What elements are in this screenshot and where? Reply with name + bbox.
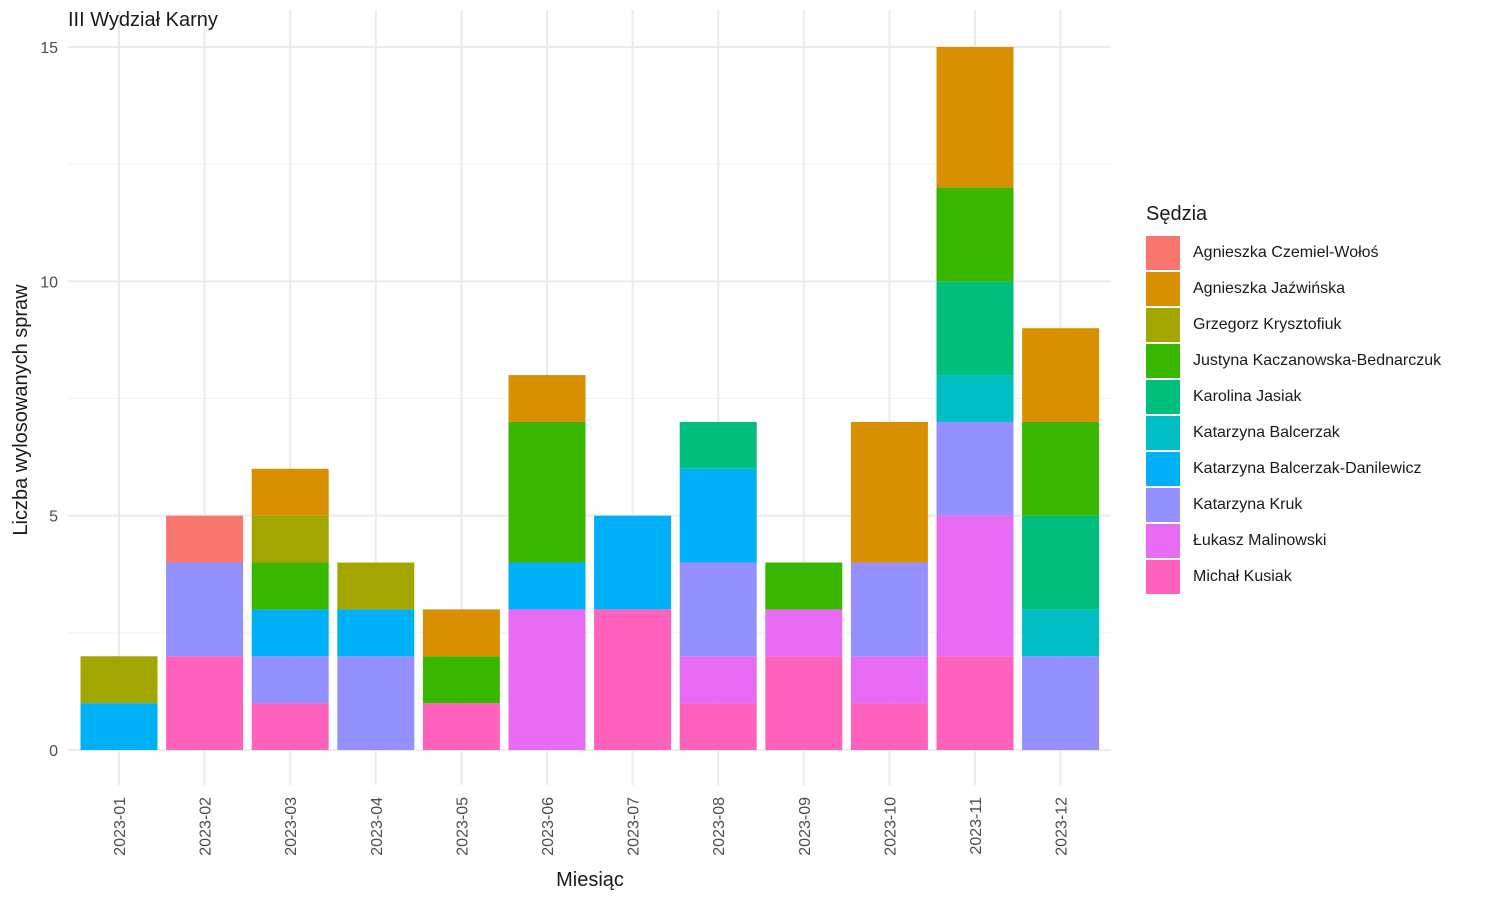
bar-segment: [765, 562, 843, 610]
bar-segment: [166, 562, 244, 657]
y-tick-label: 15: [40, 40, 58, 57]
legend-swatch: [1146, 272, 1180, 306]
legend-swatch: [1146, 416, 1180, 450]
y-tick-label: 0: [49, 743, 58, 760]
legend-label: Justyna Kaczanowska-Bednarczuk: [1193, 352, 1442, 369]
legend-label: Agnieszka Czemiel-Wołoś: [1193, 244, 1379, 261]
bar-segment: [679, 656, 757, 704]
bar-segment: [765, 609, 843, 657]
bar-segment: [850, 562, 928, 657]
legend-title: Sędzia: [1146, 203, 1208, 225]
bar-segment: [679, 468, 757, 563]
bar-segment: [508, 609, 586, 750]
axes: 0 5 10 15 2023-01 2023-02 2023-03 2023-04 2023-0…: [40, 40, 1070, 856]
bar-segment: [166, 515, 244, 563]
bars: [80, 47, 1100, 750]
bar-segment: [422, 656, 500, 704]
bar-segment: [80, 656, 158, 704]
legend-swatch: [1146, 308, 1180, 342]
legend-label: Katarzyna Balcerzak: [1193, 424, 1340, 441]
bar-segment: [850, 656, 928, 704]
x-tick-label: 2023-09: [797, 797, 814, 856]
legend-label: Agnieszka Jaźwińska: [1193, 280, 1346, 297]
legend-label: Michał Kusiak: [1193, 568, 1292, 585]
bar-segment: [508, 375, 586, 422]
x-tick-label: 2023-03: [283, 797, 300, 856]
x-tick-label: 2023-04: [369, 797, 386, 856]
bar-segment: [936, 281, 1014, 376]
bar-segment: [936, 515, 1014, 657]
x-tick-label: 2023-12: [1054, 797, 1071, 856]
bar-segment: [1022, 328, 1100, 422]
legend-swatch: [1146, 344, 1180, 378]
bar-segment: [80, 703, 158, 750]
legend-label: Łukasz Malinowski: [1193, 532, 1327, 549]
bar-segment: [337, 562, 415, 610]
x-tick-label: 2023-11: [968, 797, 985, 855]
chart-title: III Wydział Karny: [68, 9, 218, 31]
bar-segment: [1022, 515, 1100, 610]
legend-swatch: [1146, 380, 1180, 414]
legend-swatch: [1146, 488, 1180, 522]
bar-segment: [1022, 656, 1100, 750]
x-tick-label: 2023-06: [540, 797, 557, 856]
legend-label: Karolina Jasiak: [1193, 388, 1302, 405]
legend-swatch: [1146, 560, 1180, 594]
x-tick-label: 2023-08: [711, 797, 728, 856]
x-tick-label: 2023-01: [112, 797, 129, 856]
bar-segment: [936, 375, 1014, 422]
legend-label: Katarzyna Kruk: [1193, 496, 1303, 513]
bar-segment: [1022, 609, 1100, 657]
bar-segment: [251, 656, 329, 704]
bar-segment: [422, 609, 500, 657]
legend-swatch: [1146, 452, 1180, 486]
y-tick-label: 5: [49, 509, 58, 526]
y-tick-label: 10: [40, 274, 58, 291]
bar-segment: [765, 656, 843, 750]
bar-segment: [422, 703, 500, 750]
bar-segment: [251, 609, 329, 657]
bar-segment: [679, 703, 757, 750]
legend-swatch: [1146, 524, 1180, 558]
x-tick-label: 2023-02: [198, 797, 215, 856]
bar-segment: [594, 609, 672, 750]
x-tick-label: 2023-10: [882, 797, 899, 856]
bar-segment: [850, 703, 928, 750]
bar-segment: [936, 47, 1014, 188]
x-axis-title: Miesiąc: [556, 869, 624, 891]
x-tick-label: 2023-05: [454, 797, 471, 856]
bar-segment: [936, 187, 1014, 282]
bar-segment: [508, 421, 586, 563]
bar-segment: [251, 562, 329, 610]
y-axis-title: Liczba wylosowanych spraw: [10, 284, 32, 536]
bar-segment: [936, 421, 1014, 516]
bar-segment: [679, 562, 757, 657]
bar-segment: [850, 421, 928, 563]
bar-segment: [337, 609, 415, 657]
bar-segment: [679, 421, 757, 469]
bar-segment: [1022, 421, 1100, 516]
bar-segment: [251, 468, 329, 516]
bar-segment: [251, 515, 329, 563]
bar-segment: [508, 562, 586, 610]
x-tick-label: 2023-07: [626, 797, 643, 856]
legend-swatch: [1146, 236, 1180, 270]
legend-label: Katarzyna Balcerzak-Danilewicz: [1193, 460, 1422, 477]
bar-segment: [251, 703, 329, 750]
bar-segment: [337, 656, 415, 750]
bar-segment: [594, 515, 672, 610]
bar-segment: [936, 656, 1014, 750]
legend-label: Grzegorz Krysztofiuk: [1193, 316, 1342, 333]
bar-segment: [166, 656, 244, 750]
